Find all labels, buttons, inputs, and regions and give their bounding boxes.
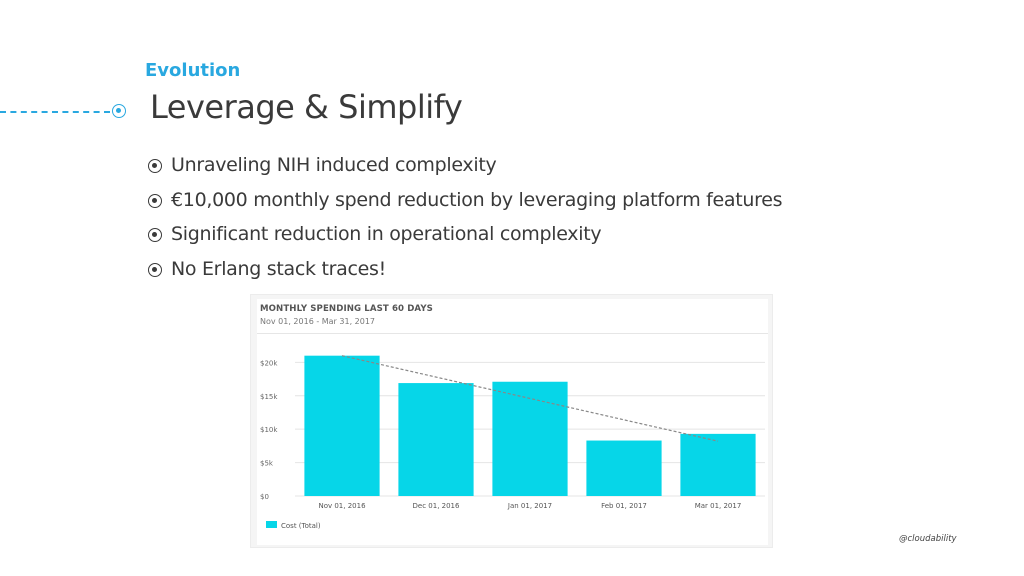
slide-title: Leverage & Simplify [150,88,463,126]
watermark: @cloudability [899,534,957,544]
bullet-text: Unraveling NIH induced complexity [171,154,497,176]
section-label: Evolution [145,60,241,81]
x-tick-label: Nov 01, 2016 [318,502,366,510]
bullet-list: Unraveling NIH induced complexity €10,00… [146,152,783,291]
bullet-icon [148,159,162,173]
y-tick-label: $20k [260,359,278,367]
x-tick-label: Dec 01, 2016 [413,502,460,510]
bullet-item: No Erlang stack traces! [146,256,782,291]
x-tick-label: Jan 01, 2017 [507,502,552,510]
chart-card: MONTHLY SPENDING LAST 60 DAYS Nov 01, 20… [250,294,773,548]
y-tick-label: $5k [260,460,274,468]
y-tick-label: $10k [260,426,278,434]
bar [304,355,380,496]
chart-subtitle: Nov 01, 2016 - Mar 31, 2017 [260,317,376,326]
trendline [341,355,719,442]
bullet-item: Unraveling NIH induced complexity [146,152,782,187]
x-tick-label: Mar 01, 2017 [695,502,742,510]
legend-label: Cost (Total) [281,522,321,530]
bar-chart: $0 $5k $10k $15k $20k Nov 01, 2016 Dec 01, 201… [260,355,765,530]
x-tick-label: Feb 01, 2017 [601,502,647,510]
bullet-text: No Erlang stack traces! [171,257,386,280]
bar [492,381,568,496]
bullet-text: Significant reduction in operational com… [171,223,602,245]
chart-title: MONTHLY SPENDING LAST 60 DAYS [260,304,433,314]
bullet-item: €10,000 monthly spend reduction by lever… [146,187,783,222]
y-tick-label: $15k [260,393,278,401]
timeline-connector [0,111,110,113]
bar [398,383,474,496]
legend-swatch [266,521,277,528]
bar [586,440,662,496]
bullet-icon [148,228,162,242]
bullet-item: Significant reduction in operational com… [146,221,782,256]
bullet-icon [148,193,162,208]
chart-divider [257,333,768,334]
title-marker-icon [112,104,126,118]
bullet-text: €10,000 monthly spend reduction by lever… [171,188,783,211]
bar [680,433,756,496]
y-tick-label: $0 [260,493,269,501]
chart-panel: MONTHLY SPENDING LAST 60 DAYS Nov 01, 20… [257,299,768,545]
bullet-icon [148,262,162,277]
